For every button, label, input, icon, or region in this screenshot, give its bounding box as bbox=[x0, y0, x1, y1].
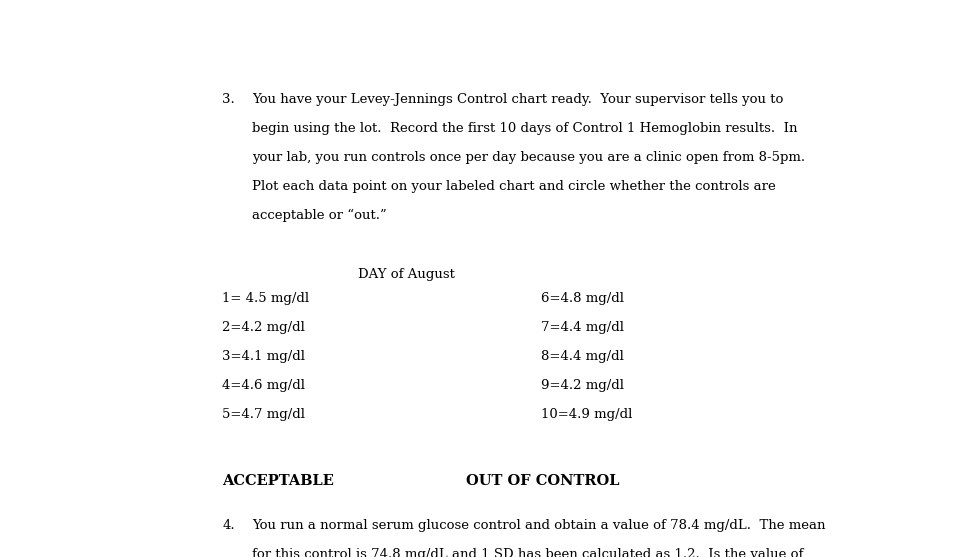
Text: OUT OF CONTROL: OUT OF CONTROL bbox=[467, 474, 620, 488]
Text: Plot each data point on your labeled chart and circle whether the controls are: Plot each data point on your labeled cha… bbox=[253, 180, 776, 193]
Text: 9=4.2 mg/dl: 9=4.2 mg/dl bbox=[541, 379, 624, 392]
Text: 4.: 4. bbox=[223, 519, 235, 532]
Text: for this control is 74.8 mg/dL and 1 SD has been calculated as 1.2.  Is the valu: for this control is 74.8 mg/dL and 1 SD … bbox=[253, 548, 803, 557]
Text: 10=4.9 mg/dl: 10=4.9 mg/dl bbox=[541, 408, 632, 422]
Text: 3=4.1 mg/dl: 3=4.1 mg/dl bbox=[223, 350, 305, 363]
Text: 8=4.4 mg/dl: 8=4.4 mg/dl bbox=[541, 350, 624, 363]
Text: 2=4.2 mg/dl: 2=4.2 mg/dl bbox=[223, 321, 305, 334]
Text: 3.: 3. bbox=[223, 92, 235, 106]
Text: 5=4.7 mg/dl: 5=4.7 mg/dl bbox=[223, 408, 305, 422]
Text: acceptable or “out.”: acceptable or “out.” bbox=[253, 209, 387, 222]
Text: ACCEPTABLE: ACCEPTABLE bbox=[223, 474, 334, 488]
Text: 7=4.4 mg/dl: 7=4.4 mg/dl bbox=[541, 321, 624, 334]
Text: You run a normal serum glucose control and obtain a value of 78.4 mg/dL.  The me: You run a normal serum glucose control a… bbox=[253, 519, 826, 532]
Text: 1= 4.5 mg/dl: 1= 4.5 mg/dl bbox=[223, 292, 310, 305]
Text: 4=4.6 mg/dl: 4=4.6 mg/dl bbox=[223, 379, 305, 392]
Text: begin using the lot.  Record the first 10 days of Control 1 Hemoglobin results. : begin using the lot. Record the first 10… bbox=[253, 122, 798, 135]
Text: your lab, you run controls once per day because you are a clinic open from 8-5pm: your lab, you run controls once per day … bbox=[253, 151, 805, 164]
Text: 6=4.8 mg/dl: 6=4.8 mg/dl bbox=[541, 292, 624, 305]
Text: You have your Levey-Jennings Control chart ready.  Your supervisor tells you to: You have your Levey-Jennings Control cha… bbox=[253, 92, 784, 106]
Text: DAY of August: DAY of August bbox=[357, 268, 455, 281]
